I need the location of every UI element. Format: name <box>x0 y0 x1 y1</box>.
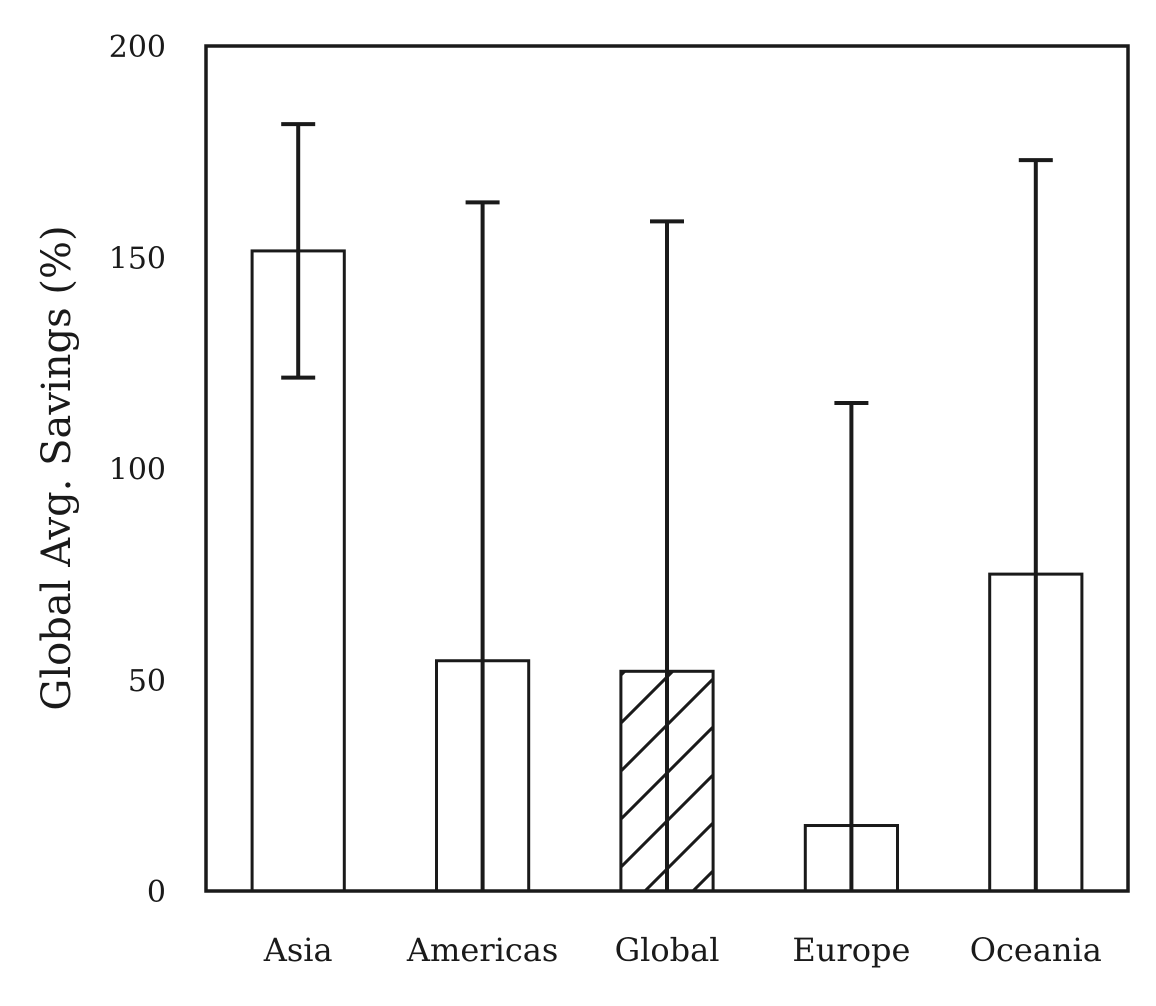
y-tick-label-150: 150 <box>109 241 166 276</box>
y-tick-label-200: 200 <box>109 30 166 65</box>
y-tick-label-100: 100 <box>109 453 166 488</box>
y-tick-label-0: 0 <box>147 875 166 910</box>
x-tick-label-global: Global <box>615 931 720 969</box>
x-tick-label-europe: Europe <box>792 931 910 969</box>
y-axis-title: Global Avg. Savings (%) <box>34 225 80 710</box>
x-tick-label-asia: Asia <box>263 931 333 969</box>
x-tick-label-oceania: Oceania <box>970 931 1102 969</box>
plot-frame <box>204 44 1130 893</box>
y-tick-label-50: 50 <box>128 664 166 699</box>
x-tick-label-americas: Americas <box>406 931 558 969</box>
